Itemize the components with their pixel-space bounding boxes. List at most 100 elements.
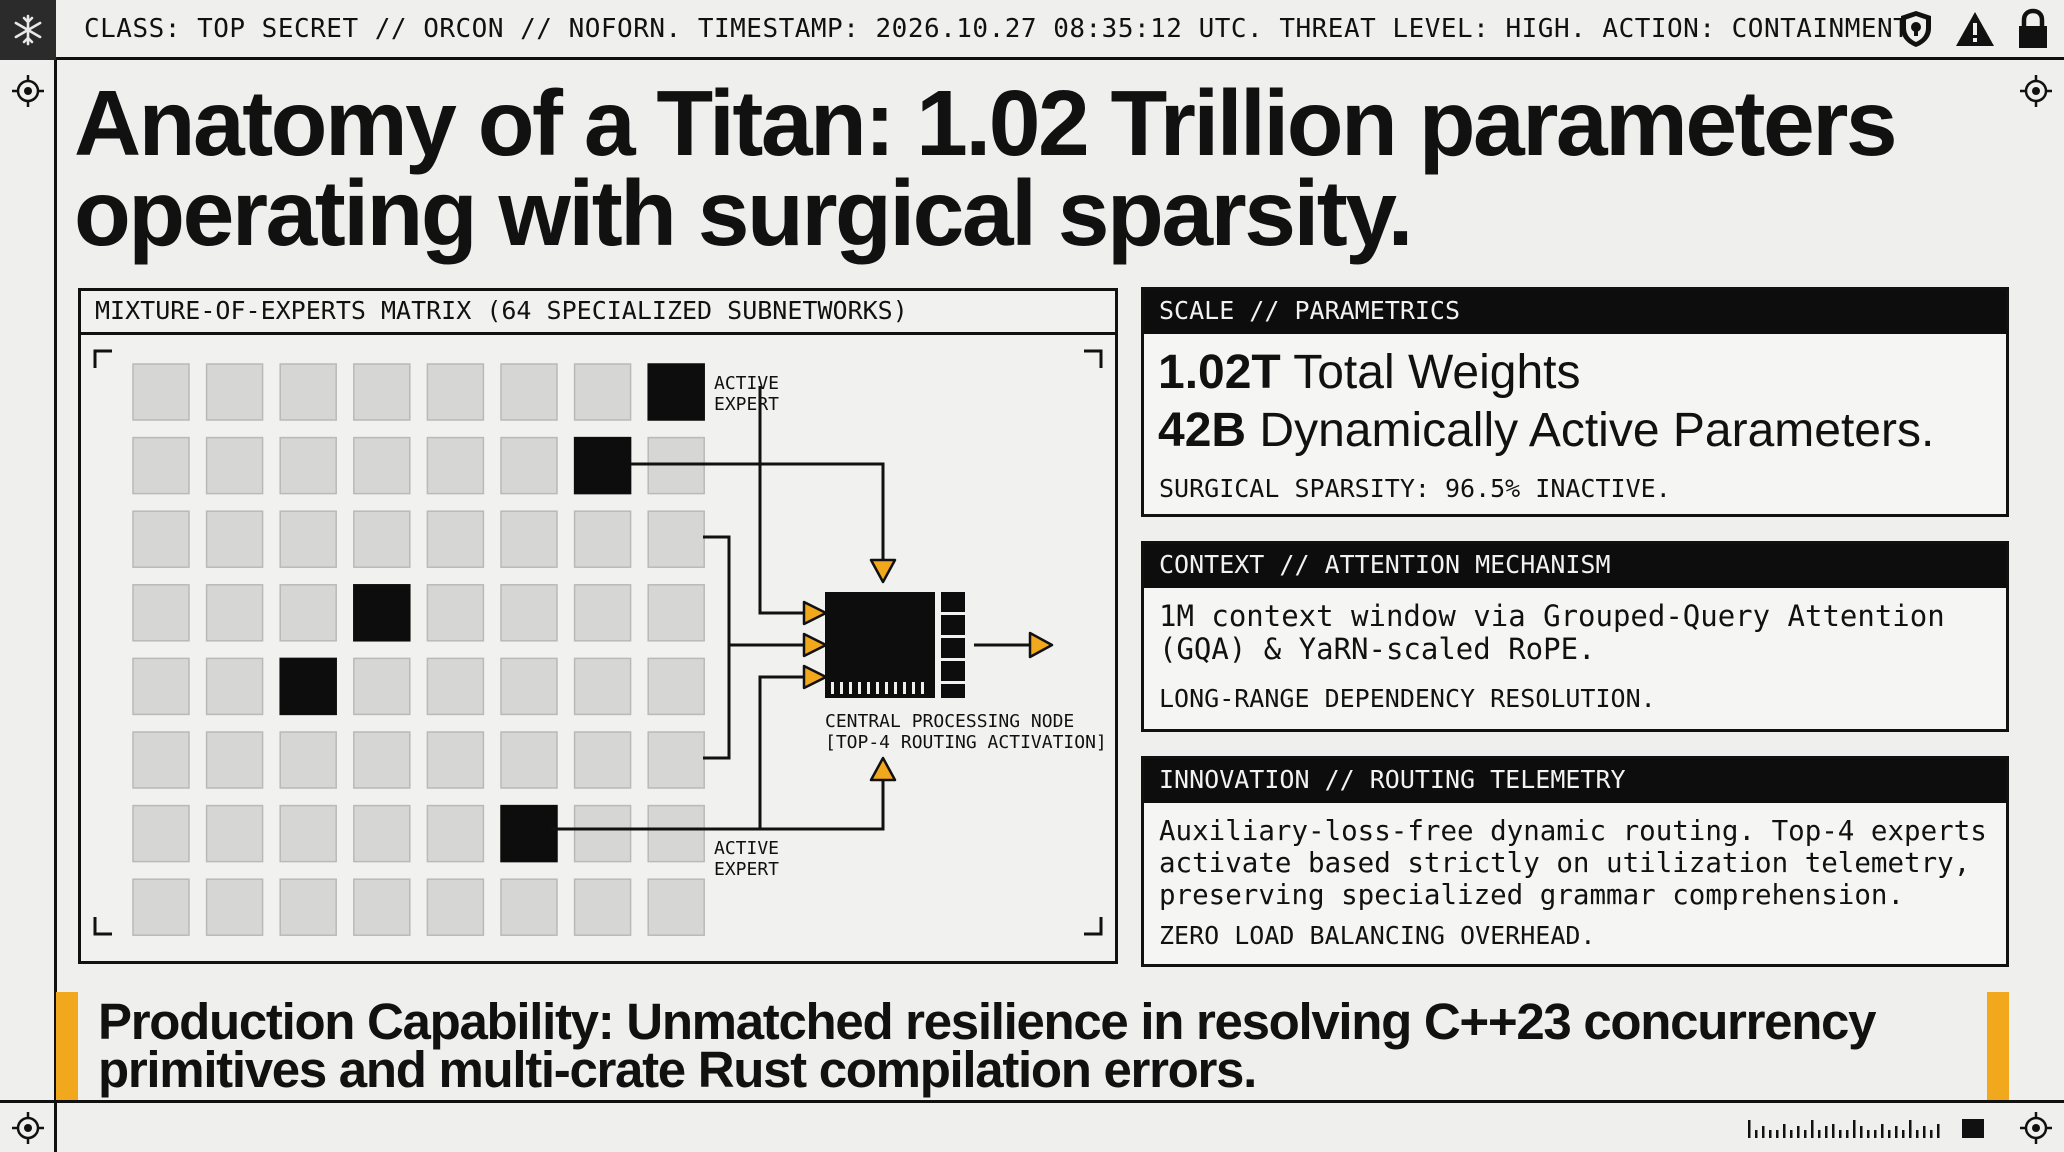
expert-cell[interactable] [132, 584, 190, 642]
expert-cell[interactable] [573, 657, 632, 716]
signal-tick [1839, 1130, 1842, 1138]
innovation-body-line-3: preserving specialized grammar comprehen… [1159, 879, 1905, 911]
expert-cell[interactable] [426, 731, 485, 789]
active-expert-cell[interactable] [647, 363, 705, 421]
classification-banner: CLASS: TOP SECRET // ORCON // NOFORN. TI… [84, 14, 1926, 44]
active-params-value: 42B [1158, 404, 1247, 457]
central-processing-node[interactable] [825, 592, 965, 698]
expert-cell[interactable] [426, 584, 485, 642]
signal-tick [1937, 1124, 1940, 1138]
snowflake-icon [14, 14, 42, 46]
page-title: Anatomy of a Titan: 1.02 Trillion parame… [74, 77, 2034, 260]
signal-tick [1825, 1126, 1828, 1138]
expert-cell[interactable] [500, 510, 558, 568]
expert-cell[interactable] [353, 804, 411, 863]
active-expert-cell[interactable] [279, 657, 337, 716]
signal-tick [1762, 1126, 1765, 1138]
signal-tick [1755, 1130, 1758, 1138]
expert-cell[interactable] [279, 363, 337, 421]
expert-cell[interactable] [205, 731, 264, 789]
menu-button[interactable] [0, 0, 56, 60]
context-body: 1M context window via Grouped-Query Atte… [1144, 588, 2006, 666]
matrix-heading: MIXTURE-OF-EXPERTS MATRIX (64 SPECIALIZE… [81, 291, 1115, 335]
expert-cell[interactable] [205, 510, 264, 568]
active-params-stat: 42B Dynamically Active Parameters. [1144, 402, 2006, 460]
status-icons [1898, 8, 2050, 50]
expert-cell[interactable] [205, 657, 264, 716]
innovation-note: ZERO LOAD BALANCING OVERHEAD. [1159, 921, 1596, 950]
expert-cell[interactable] [647, 731, 705, 789]
expert-cell[interactable] [426, 804, 485, 863]
expert-cell[interactable] [205, 436, 264, 495]
expert-cell[interactable] [279, 436, 337, 495]
expert-cell[interactable] [500, 731, 558, 789]
warning-icon[interactable] [1954, 10, 1996, 48]
expert-cell[interactable] [279, 731, 337, 789]
expert-cell[interactable] [500, 436, 558, 495]
crosshair-icon [12, 75, 44, 107]
expert-cell[interactable] [500, 584, 558, 642]
crosshair-icon [2020, 1112, 2052, 1144]
expert-cell[interactable] [500, 363, 558, 421]
expert-cell[interactable] [647, 804, 705, 863]
expert-cell[interactable] [647, 436, 705, 495]
expert-cell[interactable] [647, 878, 705, 936]
expert-cell[interactable] [132, 731, 190, 789]
active-params-label: Dynamically Active Parameters. [1259, 404, 1935, 457]
expert-cell[interactable] [132, 510, 190, 568]
active-expert-cell[interactable] [500, 804, 558, 863]
innovation-body-line-2: activate based strictly on utilization t… [1159, 847, 1971, 879]
shield-icon[interactable] [1898, 9, 1934, 49]
expert-cell[interactable] [132, 363, 190, 421]
expert-cell[interactable] [132, 804, 190, 863]
expert-cell[interactable] [647, 657, 705, 716]
expert-cell[interactable] [205, 584, 264, 642]
expert-cell[interactable] [426, 436, 485, 495]
expert-cell[interactable] [205, 878, 264, 936]
expert-cell[interactable] [353, 657, 411, 716]
expert-cell[interactable] [353, 731, 411, 789]
expert-cell[interactable] [647, 584, 705, 642]
expert-cell[interactable] [573, 804, 632, 863]
expert-cell[interactable] [279, 878, 337, 936]
signal-tick [1853, 1120, 1856, 1138]
expert-cell[interactable] [205, 804, 264, 863]
expert-cell[interactable] [132, 878, 190, 936]
context-heading: CONTEXT // ATTENTION MECHANISM [1144, 544, 2006, 588]
expert-cell[interactable] [279, 510, 337, 568]
expert-cell[interactable] [353, 436, 411, 495]
total-weights-stat: 1.02T Total Weights [1144, 344, 2006, 402]
expert-cell[interactable] [426, 510, 485, 568]
expert-cell[interactable] [647, 510, 705, 568]
active-expert-cell[interactable] [573, 436, 632, 495]
active-expert-cell[interactable] [353, 584, 411, 642]
signal-meter-icon [1748, 1119, 1984, 1138]
routing-lines [551, 386, 1033, 831]
expert-cell[interactable] [353, 510, 411, 568]
expert-cell[interactable] [573, 510, 632, 568]
expert-cell[interactable] [573, 363, 632, 421]
signal-tick [1867, 1130, 1870, 1138]
signal-tick [1923, 1126, 1926, 1138]
expert-cell[interactable] [132, 657, 190, 716]
expert-cell[interactable] [132, 436, 190, 495]
expert-cell[interactable] [573, 878, 632, 936]
signal-tick [1860, 1126, 1863, 1138]
expert-cell[interactable] [279, 804, 337, 863]
expert-cell[interactable] [500, 657, 558, 716]
signal-tick [1790, 1130, 1793, 1138]
expert-cell[interactable] [426, 878, 485, 936]
expert-cell[interactable] [279, 584, 337, 642]
expert-cell[interactable] [353, 363, 411, 421]
expert-cell[interactable] [353, 878, 411, 936]
expert-cell[interactable] [205, 363, 264, 421]
signal-tick [1902, 1130, 1905, 1138]
expert-cell[interactable] [573, 731, 632, 789]
signal-tick [1832, 1124, 1835, 1138]
sparsity-note: SURGICAL SPARSITY: 96.5% INACTIVE. [1159, 474, 1671, 503]
expert-cell[interactable] [426, 363, 485, 421]
expert-cell[interactable] [573, 584, 632, 642]
expert-cell[interactable] [500, 878, 558, 936]
expert-cell[interactable] [426, 657, 485, 716]
lock-icon[interactable] [2016, 8, 2050, 50]
